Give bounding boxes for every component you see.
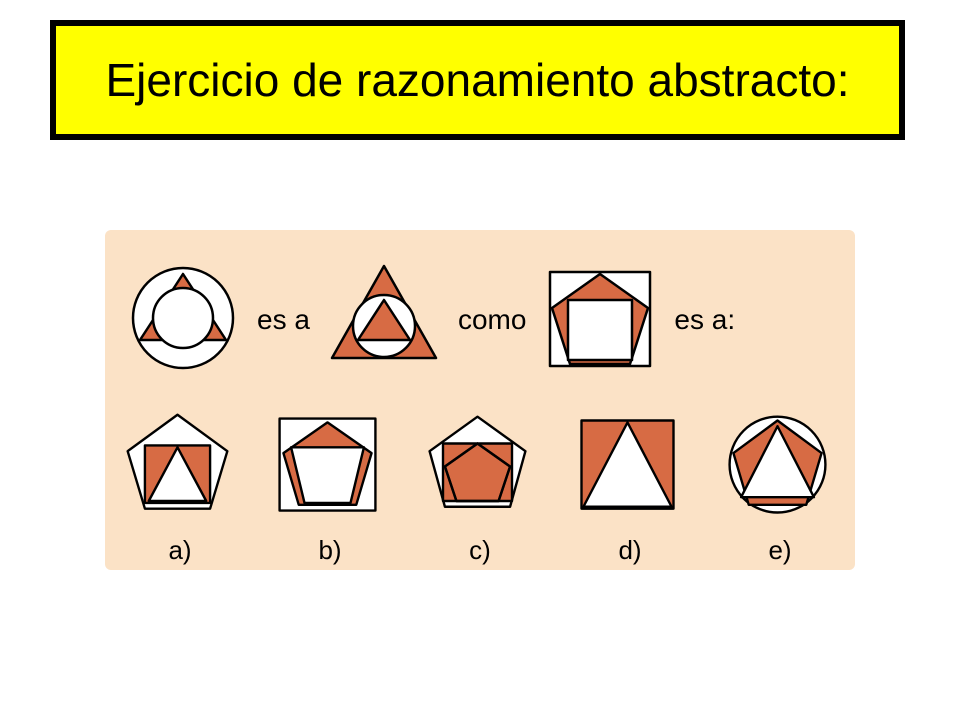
option-c-label: c) bbox=[469, 535, 491, 566]
analogy-fig-1 bbox=[123, 260, 243, 380]
option-d-label: d) bbox=[618, 535, 641, 566]
option-a[interactable]: a) bbox=[120, 409, 240, 566]
analogy-text-1: es a bbox=[257, 304, 310, 336]
option-b[interactable]: b) bbox=[270, 409, 390, 566]
analogy-fig-2 bbox=[324, 260, 444, 380]
option-d[interactable]: d) bbox=[570, 409, 690, 566]
option-a-label: a) bbox=[168, 535, 191, 566]
option-e-label: e) bbox=[768, 535, 791, 566]
options-row: a) b) c) bbox=[105, 410, 855, 565]
page-title: Ejercicio de razonamiento abstracto: bbox=[105, 56, 849, 104]
analogy-text-3: es a: bbox=[674, 304, 735, 336]
figure-panel: es a como es a: bbox=[105, 230, 855, 570]
option-e[interactable]: e) bbox=[720, 409, 840, 566]
option-b-label: b) bbox=[318, 535, 341, 566]
title-box: Ejercicio de razonamiento abstracto: bbox=[50, 20, 905, 140]
analogy-text-2: como bbox=[458, 304, 526, 336]
analogy-fig-3 bbox=[540, 260, 660, 380]
analogy-row: es a como es a: bbox=[123, 250, 873, 390]
option-c[interactable]: c) bbox=[420, 409, 540, 566]
